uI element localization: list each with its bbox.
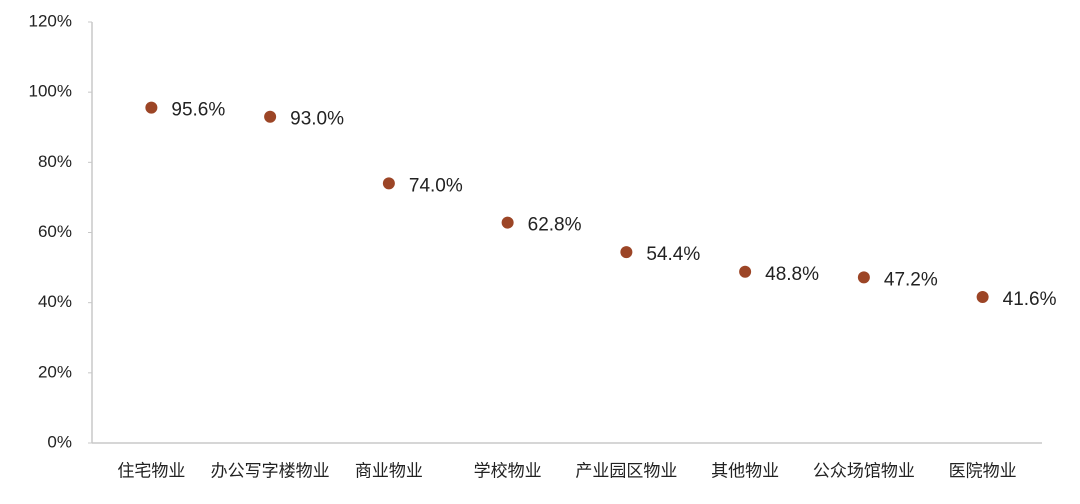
dot — [620, 246, 633, 259]
x-tick-label: 办公写字楼物业 — [211, 461, 330, 480]
dot — [739, 265, 752, 278]
y-tick-label: 100% — [29, 82, 72, 101]
y-tick-label: 80% — [38, 152, 72, 171]
data-label: 74.0% — [409, 175, 463, 196]
dot — [976, 291, 989, 304]
y-tick-label: 0% — [47, 432, 72, 451]
dot — [501, 216, 514, 229]
data-label: 62.8% — [528, 215, 582, 236]
x-tick-label: 住宅物业 — [117, 461, 185, 480]
x-tick-label: 学校物业 — [474, 461, 542, 480]
dot — [382, 177, 395, 190]
x-tick-label: 医院物业 — [949, 461, 1017, 480]
dot — [857, 271, 870, 284]
data-label: 47.2% — [884, 269, 938, 290]
x-tick-label: 其他物业 — [711, 461, 779, 480]
y-tick-label: 20% — [38, 362, 72, 381]
y-tick-label: 40% — [38, 292, 72, 311]
data-label: 48.8% — [765, 264, 819, 285]
y-tick-label: 60% — [38, 222, 72, 241]
data-label: 95.6% — [171, 100, 225, 121]
x-tick-label: 产业园区物业 — [575, 461, 677, 480]
x-tick-label: 商业物业 — [355, 461, 423, 480]
dot — [264, 110, 277, 123]
dot — [145, 101, 158, 114]
x-tick-label: 公众场馆物业 — [813, 461, 915, 480]
data-label: 41.6% — [1003, 289, 1057, 310]
data-label: 54.4% — [646, 244, 700, 265]
data-label: 93.0% — [290, 109, 344, 130]
y-tick-label: 120% — [29, 11, 72, 30]
